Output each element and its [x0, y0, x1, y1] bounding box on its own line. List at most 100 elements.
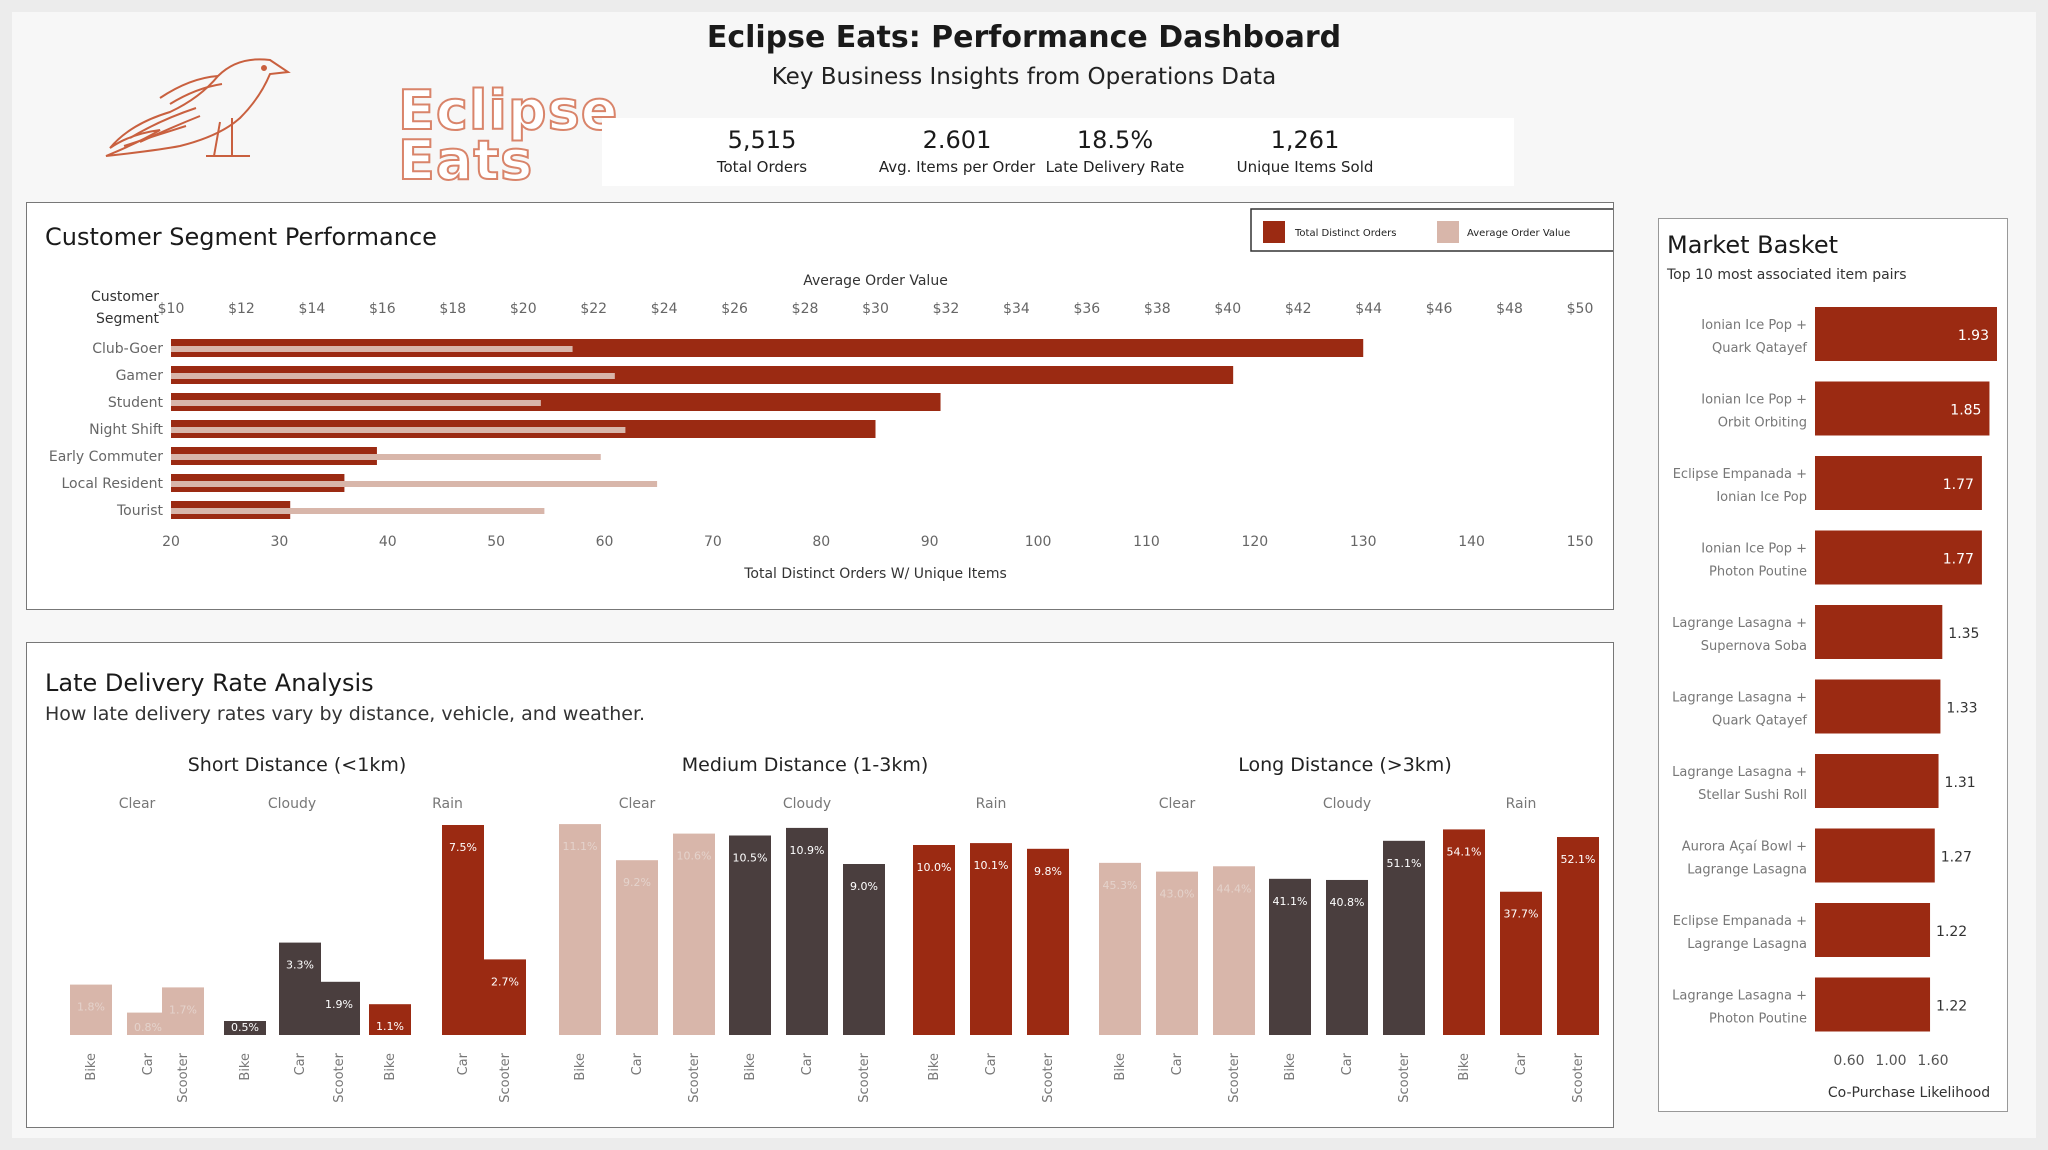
- x2-tick-label: $20: [510, 301, 537, 317]
- distance-group-label: Medium Distance (1-3km): [682, 754, 929, 776]
- pair-label-line1: Ionian Ice Pop +: [1701, 318, 1807, 333]
- vehicle-label: Scooter: [1397, 1052, 1412, 1102]
- weather-label: Cloudy: [1323, 796, 1371, 812]
- late-delivery-panel: Late Delivery Rate Analysis How late del…: [26, 642, 1614, 1128]
- late-rate-bar: [729, 835, 771, 1035]
- vehicle-label: Scooter: [857, 1052, 872, 1102]
- category-label: Early Commuter: [49, 449, 163, 465]
- weather-label: Clear: [1159, 796, 1196, 812]
- basket-value-label: 1.27: [1941, 850, 1972, 866]
- x-tick-label: 0.60: [1833, 1053, 1864, 1069]
- basket-value-label: 1.85: [1950, 403, 1981, 419]
- pair-label-line2: Lagrange Lasagna: [1687, 863, 1807, 878]
- x2-tick-label: $40: [1214, 301, 1241, 317]
- weather-label: Rain: [432, 796, 463, 812]
- pair-label-line2: Photon Poutine: [1709, 1012, 1807, 1027]
- vehicle-label: Scooter: [176, 1052, 191, 1102]
- late-rate-label: 40.8%: [1330, 896, 1365, 909]
- x-tick-label: 30: [270, 534, 288, 550]
- vehicle-label: Scooter: [498, 1052, 513, 1102]
- x-tick-label: 120: [1241, 534, 1268, 550]
- x-axis-title: Total Distinct Orders W/ Unique Items: [743, 566, 1007, 582]
- kpi-value: 1,261: [1270, 126, 1340, 154]
- x2-tick-label: $48: [1496, 301, 1523, 317]
- vehicle-label: Scooter: [1227, 1052, 1242, 1102]
- x-tick-label: 1.00: [1875, 1053, 1906, 1069]
- vehicle-label: Bike: [1113, 1053, 1128, 1081]
- late-delivery-chart: Short Distance (<1km) Clear 1.8% Bike 0.8% Ca…: [70, 754, 1599, 1103]
- x2-tick-label: $12: [228, 301, 255, 317]
- late-rate-label: 44.4%: [1217, 882, 1252, 895]
- kpi-value: 2.601: [922, 126, 992, 154]
- category-label: Gamer: [116, 368, 164, 384]
- x-tick-label: 40: [379, 534, 397, 550]
- late-rate-label: 10.6%: [677, 850, 712, 863]
- vehicle-label: Car: [630, 1052, 645, 1075]
- late-rate-label: 0.5%: [231, 1021, 259, 1034]
- kpi-avg-items: 2.601 Avg. Items per Order: [847, 126, 1067, 176]
- page-subtitle: Key Business Insights from Operations Da…: [771, 64, 1277, 90]
- weather-label: Clear: [119, 796, 156, 812]
- pair-label-line2: Supernova Soba: [1701, 639, 1807, 654]
- vehicle-label: Car: [141, 1052, 156, 1075]
- x2-tick-label: $50: [1567, 301, 1594, 317]
- weather-label: Cloudy: [268, 796, 316, 812]
- aov-bar: [171, 481, 658, 487]
- basket-bar: [1815, 977, 1931, 1032]
- basket-value-label: 1.35: [1948, 626, 1979, 642]
- x2-tick-label: $38: [1144, 301, 1171, 317]
- vehicle-label: Car: [1514, 1052, 1529, 1075]
- distance-group-label: Long Distance (>3km): [1238, 754, 1451, 776]
- x2-tick-label: $14: [299, 301, 326, 317]
- kpi-label: Unique Items Sold: [1236, 158, 1374, 176]
- legend-swatch: [1437, 221, 1459, 243]
- basket-value-label: 1.77: [1943, 477, 1974, 493]
- vehicle-label: Car: [1170, 1052, 1185, 1075]
- pair-label-line2: Photon Poutine: [1709, 565, 1807, 580]
- basket-bar: [1815, 456, 1982, 510]
- late-rate-label: 1.8%: [77, 1001, 105, 1014]
- vehicle-label: Scooter: [1041, 1052, 1056, 1102]
- late-rate-label: 41.1%: [1273, 895, 1308, 908]
- vehicle-label: Bike: [573, 1053, 588, 1081]
- late-rate-bar: [1156, 871, 1198, 1035]
- late-rate-label: 45.3%: [1103, 879, 1138, 892]
- late-rate-bar: [1500, 891, 1542, 1035]
- vehicle-label: Bike: [1457, 1053, 1472, 1081]
- late-rate-label: 52.1%: [1561, 853, 1596, 866]
- kpi-label: Avg. Items per Order: [878, 158, 1036, 176]
- pair-label-line2: Quark Qatayef: [1712, 341, 1807, 356]
- kpi-unique-items: 1,261 Unique Items Sold: [1195, 126, 1415, 176]
- pair-label-line2: Ionian Ice Pop: [1716, 490, 1807, 505]
- late-rate-bar: [279, 942, 321, 1035]
- late-rate-label: 7.5%: [449, 841, 477, 854]
- x2-axis-title: Average Order Value: [803, 273, 948, 289]
- late-rate-bar: [1557, 837, 1599, 1035]
- vehicle-label: Bike: [238, 1053, 253, 1081]
- vehicle-label: Car: [1340, 1052, 1355, 1075]
- late-rate-label: 9.8%: [1034, 865, 1062, 878]
- late-rate-label: 10.9%: [790, 844, 825, 857]
- distance-group-label: Short Distance (<1km): [188, 754, 407, 776]
- weather-label: Rain: [1506, 796, 1537, 812]
- pair-label-line2: Quark Qatayef: [1712, 714, 1807, 729]
- market-basket-chart: Ionian Ice Pop + Quark Qatayef 1.93 Ionian …: [1672, 307, 1997, 1101]
- legend-label: Total Distinct Orders: [1294, 228, 1396, 239]
- eclipse-eats-logo: Eclipse Eats: [100, 38, 618, 189]
- late-rate-label: 9.0%: [850, 880, 878, 893]
- pair-label-line1: Lagrange Lasagna +: [1672, 616, 1807, 631]
- weather-label: Clear: [619, 796, 656, 812]
- logo-text-line2: Eats: [397, 129, 534, 192]
- late-rate-label: 43.0%: [1160, 888, 1195, 901]
- pair-label-line1: Aurora Açaí Bowl +: [1682, 840, 1807, 855]
- pair-label-line1: Lagrange Lasagna +: [1672, 691, 1807, 706]
- x2-tick-label: $24: [651, 301, 678, 317]
- late-rate-label: 51.1%: [1387, 857, 1422, 870]
- late-rate-bar: [484, 959, 526, 1035]
- x2-tick-label: $28: [792, 301, 819, 317]
- legend-label: Average Order Value: [1467, 228, 1570, 239]
- late-rate-bar: [318, 981, 360, 1035]
- vehicle-label: Bike: [743, 1053, 758, 1081]
- pair-label-line1: Ionian Ice Pop +: [1701, 542, 1807, 557]
- pair-label-line2: Stellar Sushi Roll: [1698, 788, 1807, 803]
